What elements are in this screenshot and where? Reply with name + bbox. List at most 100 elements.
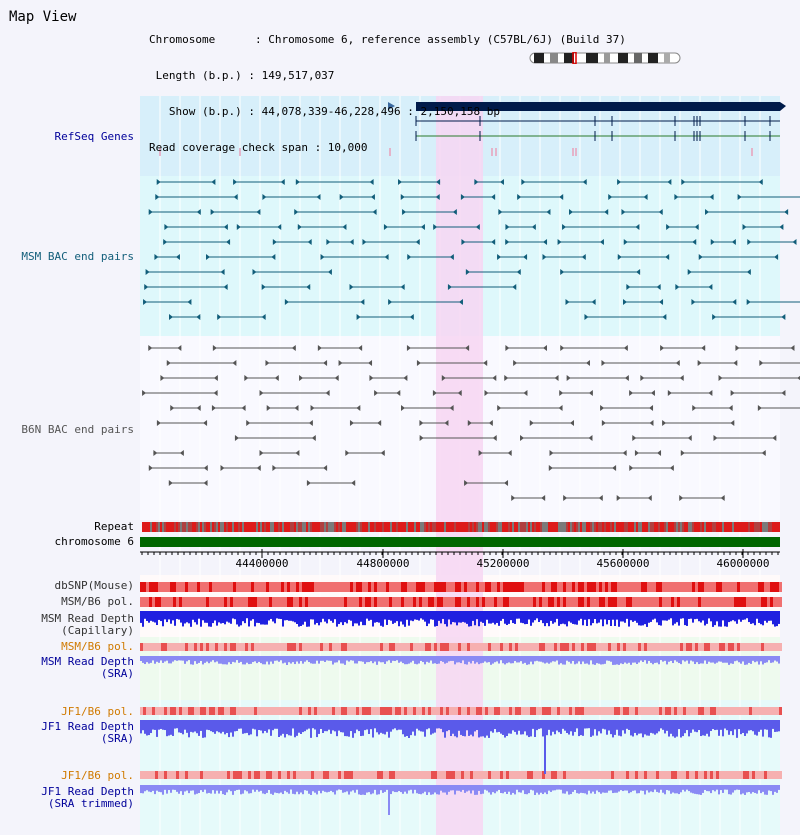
depth-bar <box>362 720 364 736</box>
track-label-b6n-bac[interactable]: B6N BAC end pairs <box>21 423 134 436</box>
depth-bar <box>638 720 640 734</box>
heat-cell <box>641 597 644 607</box>
repeat-segment <box>626 522 628 532</box>
depth-bar <box>278 611 280 619</box>
track-label-refseq[interactable]: RefSeq Genes <box>54 130 134 143</box>
chromosome-ideogram[interactable] <box>528 52 682 64</box>
track-label-msm-depth-capillary[interactable]: MSM Read Depth (Capillary) <box>41 612 134 637</box>
depth-bar <box>168 720 170 736</box>
depth-bar <box>502 785 504 794</box>
heat-cell <box>581 707 584 715</box>
depth-bar <box>202 611 204 621</box>
depth-bar <box>654 720 656 735</box>
heat-cell <box>641 771 644 779</box>
depth-bar <box>698 656 700 665</box>
depth-bar <box>602 656 604 665</box>
msm-bac-end <box>372 209 377 215</box>
repeat-segment <box>418 522 420 532</box>
track-label-msm-pol-capillary[interactable]: MSM/B6 pol. <box>61 595 134 608</box>
heat-cell <box>410 582 413 592</box>
depth-bar <box>470 656 472 664</box>
heat-cell <box>170 597 173 607</box>
depth-bar <box>424 785 426 792</box>
track-label-repeat[interactable]: Repeat <box>94 520 134 533</box>
heat-cell <box>557 643 560 651</box>
heat-cell <box>521 771 524 779</box>
depth-bar <box>214 720 216 734</box>
depth-bar <box>258 720 260 731</box>
b6n-bac-end <box>368 360 373 366</box>
depth-bar <box>380 720 382 733</box>
depth-bar <box>312 720 314 729</box>
heat-cell <box>644 597 647 607</box>
heat-cell <box>269 707 272 715</box>
msm-bac-end <box>370 194 375 200</box>
depth-bar <box>678 720 680 730</box>
track-label-msm-pol-sra[interactable]: MSM/B6 pol. <box>61 640 134 653</box>
heat-cell <box>638 597 641 607</box>
heat-cell <box>488 707 491 715</box>
heat-cell <box>590 707 593 715</box>
depth-bar <box>760 785 762 794</box>
depth-bar <box>666 611 668 621</box>
depth-bar <box>556 611 558 619</box>
repeat-segment <box>408 522 410 532</box>
heat-cell <box>383 582 386 592</box>
b6n-bac-end <box>542 345 547 351</box>
depth-bar <box>516 656 518 663</box>
b6n-bac-end <box>272 465 277 471</box>
heat-cell <box>557 582 560 592</box>
depth-bar <box>270 720 272 736</box>
depth-bar <box>212 720 214 733</box>
depth-bar <box>742 720 744 733</box>
heat-cell <box>389 771 392 779</box>
heat-cell <box>656 597 659 607</box>
track-label-chromosome[interactable]: chromosome 6 <box>54 535 134 548</box>
heat-cell <box>536 643 539 651</box>
track-label-dbsnp[interactable]: dbSNP(Mouse) <box>54 579 134 592</box>
depth-bar <box>770 656 772 663</box>
heat-cell <box>440 597 443 607</box>
depth-bar <box>420 656 422 661</box>
repeat-segment <box>770 522 772 532</box>
heat-cell <box>155 771 158 779</box>
depth-bar <box>448 611 450 620</box>
heat-cell <box>404 597 407 607</box>
depth-bar <box>514 785 516 795</box>
msm-bac-end <box>447 284 452 290</box>
heat-cell <box>170 643 173 651</box>
track-label-msm-bac[interactable]: MSM BAC end pairs <box>21 250 134 263</box>
heat-cell <box>233 707 236 715</box>
heat-cell <box>698 643 701 651</box>
heat-cell <box>158 597 161 607</box>
heat-cell <box>245 707 248 715</box>
depth-bar <box>226 656 228 665</box>
depth-bar <box>638 785 640 794</box>
depth-bar <box>716 720 718 730</box>
b6n-bac-end <box>612 465 617 471</box>
msm-bac-end <box>196 209 201 215</box>
track-label-jf1-depth-sra[interactable]: JF1 Read Depth (SRA) <box>41 720 134 745</box>
depth-bar <box>224 611 226 625</box>
track-label-msm-depth-sra[interactable]: MSM Read Depth (SRA) <box>41 655 134 680</box>
depth-bar <box>236 611 238 625</box>
msm-bac-end <box>747 239 752 245</box>
b6n-bac-end <box>467 420 472 426</box>
heat-cell <box>734 597 737 607</box>
depth-bar <box>532 611 534 623</box>
depth-bar <box>762 785 764 792</box>
track-label-jf1-depth-trimmed[interactable]: JF1 Read Depth (SRA trimmed) <box>41 785 134 810</box>
heat-cell <box>614 771 617 779</box>
repeat-segment <box>588 522 590 532</box>
depth-bar <box>594 720 596 730</box>
depth-bar <box>522 656 524 664</box>
heat-cell <box>176 597 179 607</box>
track-label-jf1-pol-sra[interactable]: JF1/B6 pol. <box>61 705 134 718</box>
repeat-segment <box>764 522 766 532</box>
track-label-jf1-pol-trimmed[interactable]: JF1/B6 pol. <box>61 769 134 782</box>
repeat-segment <box>272 522 274 532</box>
depth-bar <box>450 720 452 737</box>
depth-bar <box>684 611 686 626</box>
b6n-bac-end <box>529 420 534 426</box>
